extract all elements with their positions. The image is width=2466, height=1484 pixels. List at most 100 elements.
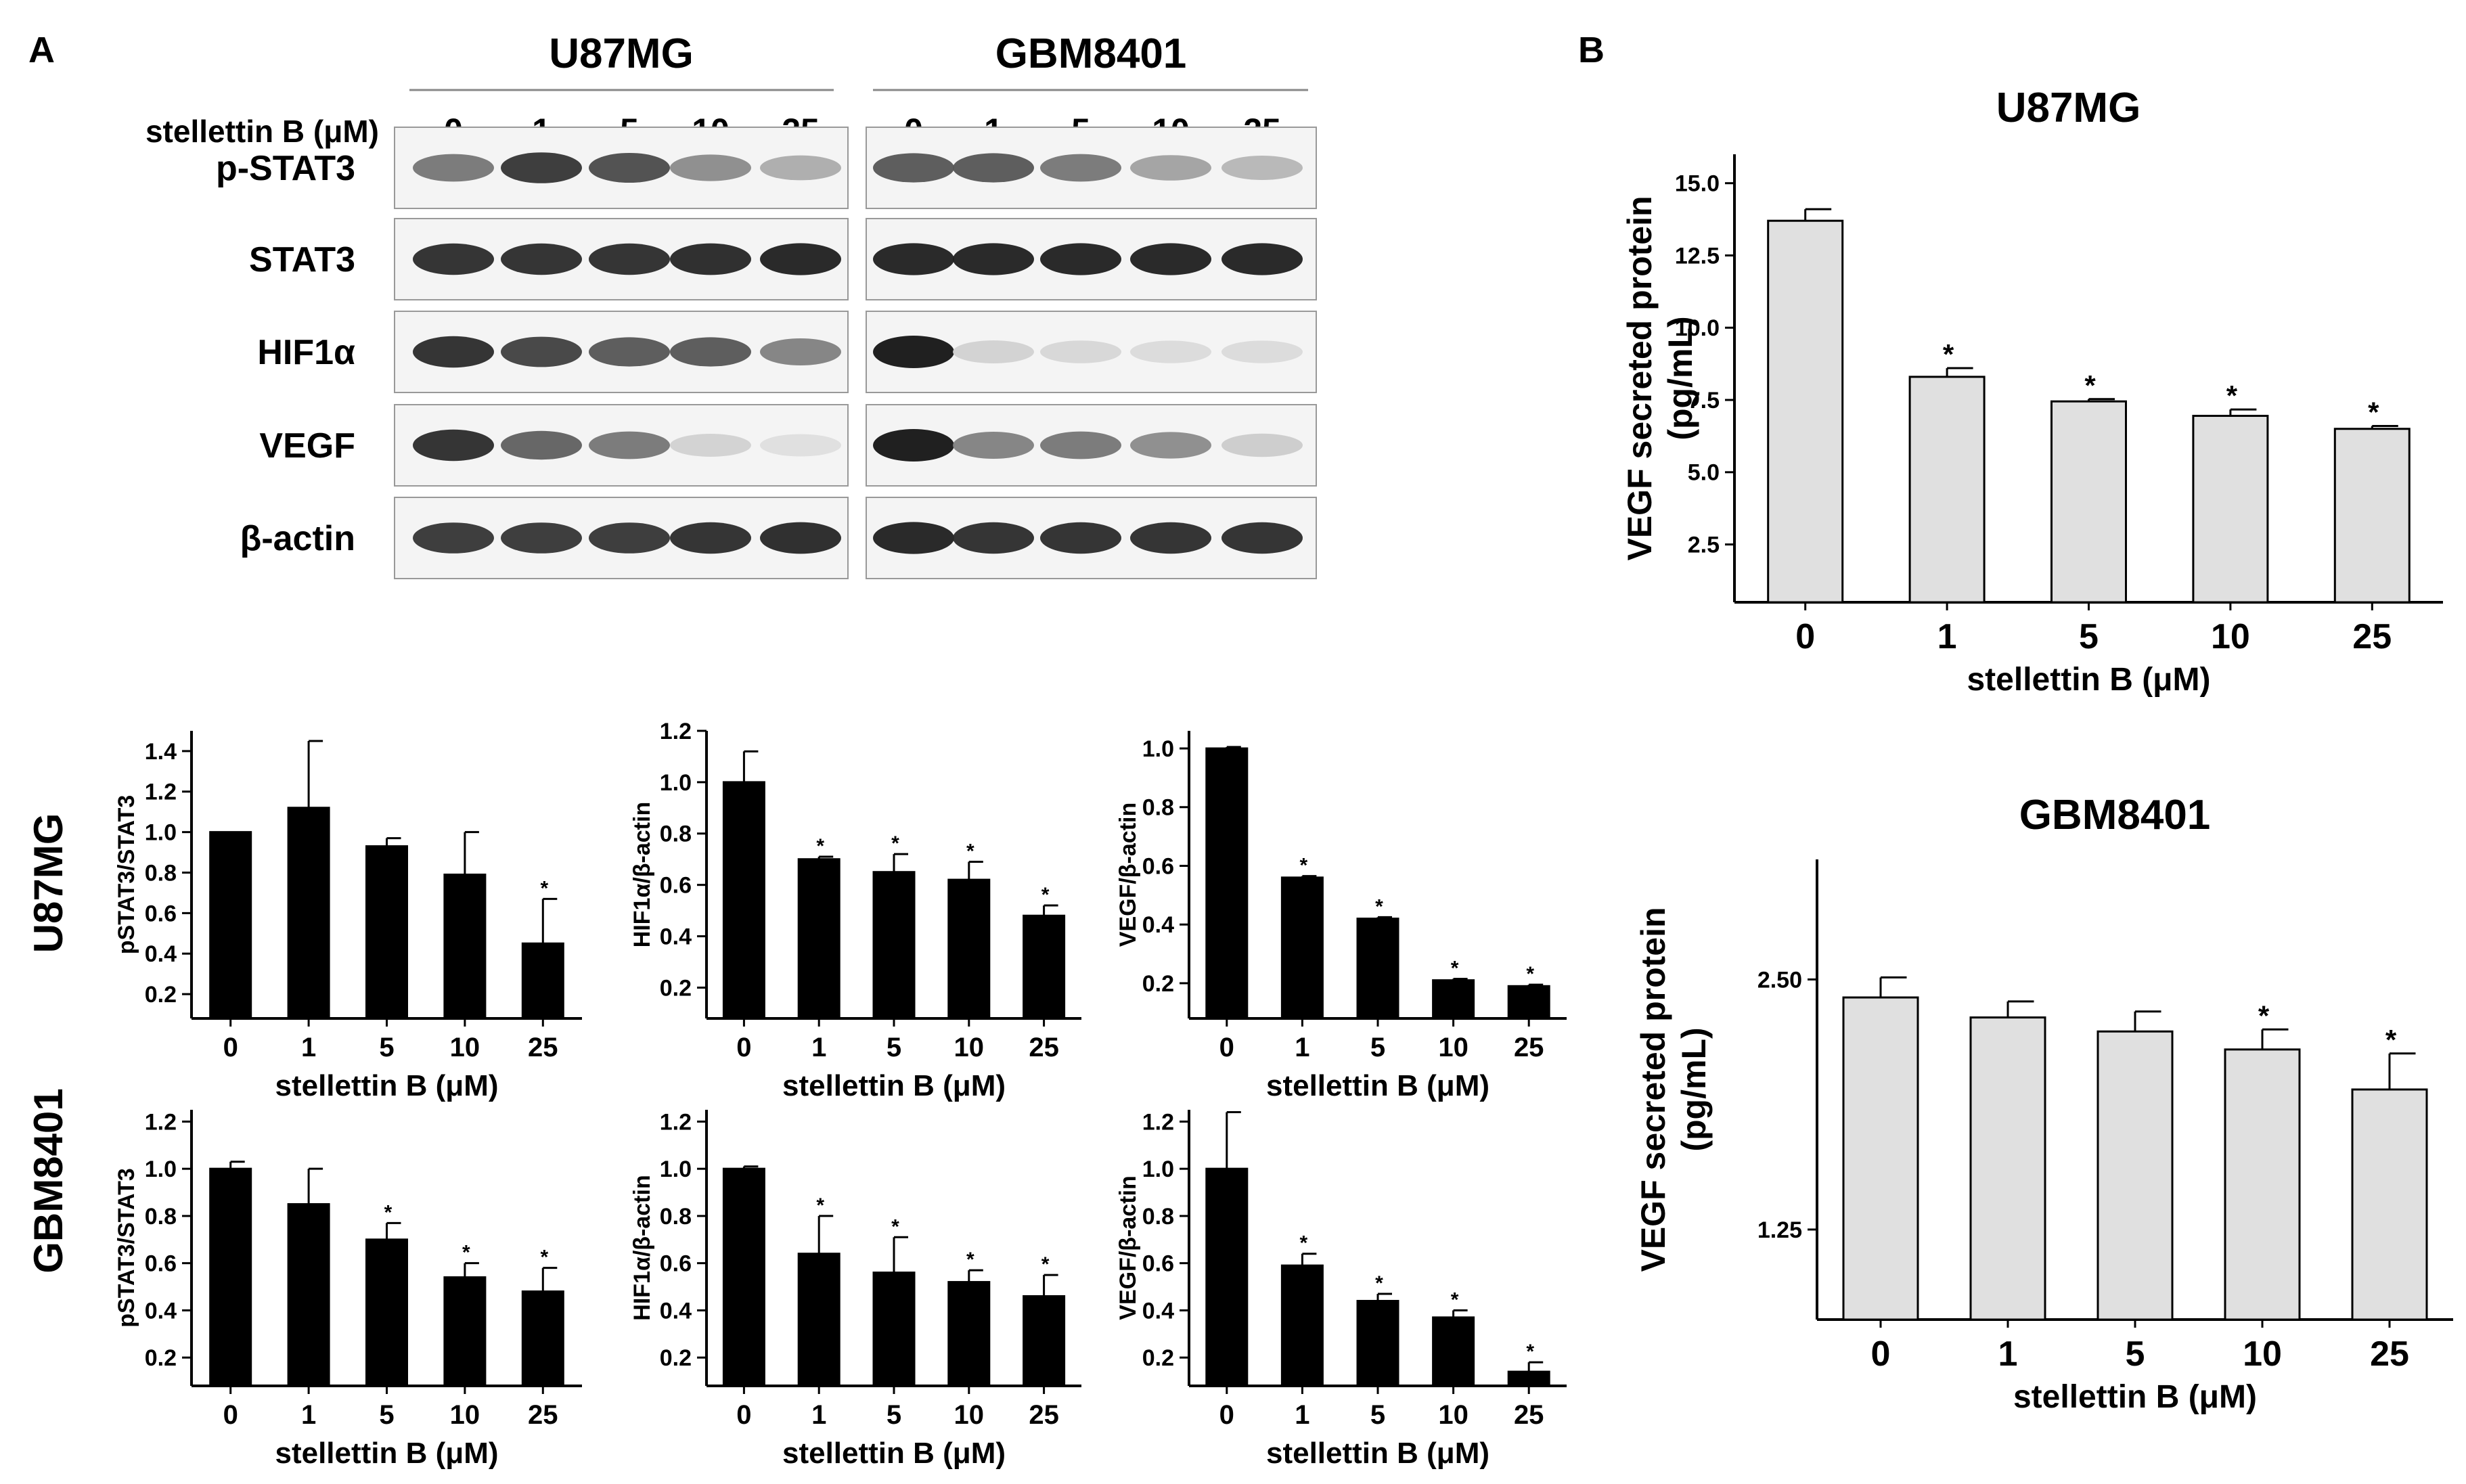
bar (1023, 1295, 1066, 1387)
significance-asterisk: * (966, 840, 974, 863)
y-tick-label: 0.8 (660, 1204, 692, 1230)
chart-u87-vegf: 0.2 0.4 0.6 0.8 1.0 0 * 1 * 5 * 10 * 25 stellettin B (… (1115, 731, 1567, 1102)
blot-band (953, 432, 1034, 459)
y-tick-label: 0.2 (1142, 1345, 1174, 1371)
bar (1969, 1016, 2046, 1321)
y-tick-label: 0.6 (1142, 1251, 1174, 1277)
blot-band (953, 153, 1034, 183)
bar (1432, 979, 1475, 1020)
significance-asterisk: * (1451, 1288, 1459, 1311)
panel-label-b: B (1578, 30, 1605, 70)
western-blot: U87MG GBM8401 stellettin B (μM) 01510250… (145, 30, 1317, 579)
blot-band (413, 522, 494, 554)
x-tick-label: 10 (450, 1033, 480, 1062)
y-axis-label: pSTAT3/STAT3 (114, 1168, 139, 1327)
blot-band (589, 337, 670, 367)
x-tick-label: 5 (2126, 1334, 2145, 1374)
x-tick-label: 25 (1029, 1033, 1059, 1062)
y-tick-label: 1.0 (660, 770, 692, 796)
blot-band (1130, 432, 1211, 459)
blot-band (1040, 243, 1121, 275)
blot-band (589, 431, 670, 459)
bar (1280, 1264, 1324, 1387)
blot-treatment-label: stellettin B (μM) (145, 114, 379, 149)
x-tick-label: 5 (1370, 1400, 1385, 1430)
significance-asterisk: * (891, 1215, 899, 1238)
bar (872, 1272, 916, 1387)
x-tick-label: 1 (1998, 1334, 2018, 1374)
chart-u87-pstat3: 0.2 0.4 0.6 0.8 1.0 1.2 1.4 0 1 5 10 * 25 stellettin … (114, 731, 582, 1102)
blot-band (953, 243, 1034, 275)
x-tick-label: 25 (528, 1033, 558, 1062)
y-tick-label: 0.4 (1142, 912, 1174, 938)
x-axis-label: stellettin B (μM) (2013, 1379, 2257, 1415)
significance-asterisk: * (1526, 1341, 1534, 1363)
x-tick-label: 5 (379, 1400, 394, 1430)
x-axis-label: stellettin B (μM) (782, 1437, 1006, 1470)
significance-asterisk: * (2084, 369, 2096, 401)
blot-band (760, 338, 841, 365)
blot-row-label: STAT3 (249, 240, 355, 279)
x-tick-label: 25 (2352, 617, 2392, 656)
y-tick-label: 0.6 (145, 1251, 177, 1277)
y-tick-label: 0.8 (1142, 1204, 1174, 1230)
y-axis-label: VEGF/β-actin (1115, 1175, 1141, 1320)
bar (797, 858, 840, 1020)
blot-band (501, 152, 582, 183)
chart-gbm-vegf: 0.2 0.4 0.6 0.8 1.0 1.2 0 * 1 * 5 * 10 * 25 stellettin … (1115, 1109, 1567, 1470)
significance-asterisk: * (816, 835, 824, 857)
bar (1356, 1299, 1399, 1387)
bar (2333, 428, 2411, 604)
bar (1507, 1370, 1550, 1387)
y-tick-label: 1.2 (145, 780, 177, 805)
bar (797, 1253, 840, 1387)
significance-asterisk: * (1451, 957, 1459, 979)
bar (722, 781, 765, 1020)
y-tick-label: 1.2 (1142, 1109, 1174, 1135)
blot-band (760, 155, 841, 181)
blot-cellline-gbm: GBM8401 (995, 30, 1187, 77)
blot-band (1221, 433, 1303, 457)
blot-band (501, 430, 582, 460)
chart-u87-hif1a: 0.2 0.4 0.6 0.8 1.0 1.2 0 * 1 * 5 * 10 * 25 stellettin … (629, 719, 1081, 1102)
x-tick-label: 0 (1219, 1400, 1234, 1430)
x-tick-label: 5 (887, 1400, 901, 1430)
y-tick-label: 0.2 (660, 975, 692, 1001)
blot-row-label: HIF1α (257, 333, 355, 372)
x-tick-label: 0 (1795, 617, 1815, 656)
significance-asterisk: * (540, 877, 548, 899)
x-axis-label: stellettin B (μM) (275, 1069, 498, 1102)
blot-band (501, 336, 582, 367)
panel-label-a: A (28, 30, 55, 70)
blot-band (670, 434, 751, 457)
blot-band (413, 429, 494, 462)
y-axis-label: HIF1α/β-actin (629, 1175, 655, 1320)
x-tick-label: 1 (301, 1033, 316, 1062)
bar (1908, 376, 1986, 604)
blot-band (873, 243, 954, 275)
significance-asterisk: * (1375, 1272, 1383, 1295)
y-tick-label: 0.6 (660, 1251, 692, 1277)
row-label-u87: U87MG (26, 813, 71, 953)
x-tick-label: 0 (736, 1400, 751, 1430)
blot-band (670, 154, 751, 181)
blot-band (760, 434, 841, 457)
x-tick-label: 25 (2370, 1334, 2409, 1374)
y-tick-label: 12.5 (1675, 243, 1720, 269)
y-tick-label: 1.2 (660, 1109, 692, 1135)
y-tick-label: 0.4 (145, 941, 177, 967)
y-tick-label: 0.8 (1142, 795, 1174, 821)
blot-rows: p-STAT3 STAT3 HIF1α VEGF β-actin (216, 127, 1317, 579)
significance-asterisk: * (1375, 895, 1383, 918)
bar (2050, 400, 2127, 604)
blot-cellline-u87: U87MG (549, 30, 694, 77)
bar (1205, 747, 1249, 1020)
bar (209, 1167, 252, 1387)
blot-band (760, 243, 841, 275)
y-tick-label: 1.0 (145, 820, 177, 846)
y-tick-label: 0.8 (145, 1204, 177, 1230)
blot-band (1040, 431, 1121, 459)
significance-asterisk: * (540, 1246, 548, 1269)
y-tick-label: 0.4 (660, 1298, 692, 1324)
